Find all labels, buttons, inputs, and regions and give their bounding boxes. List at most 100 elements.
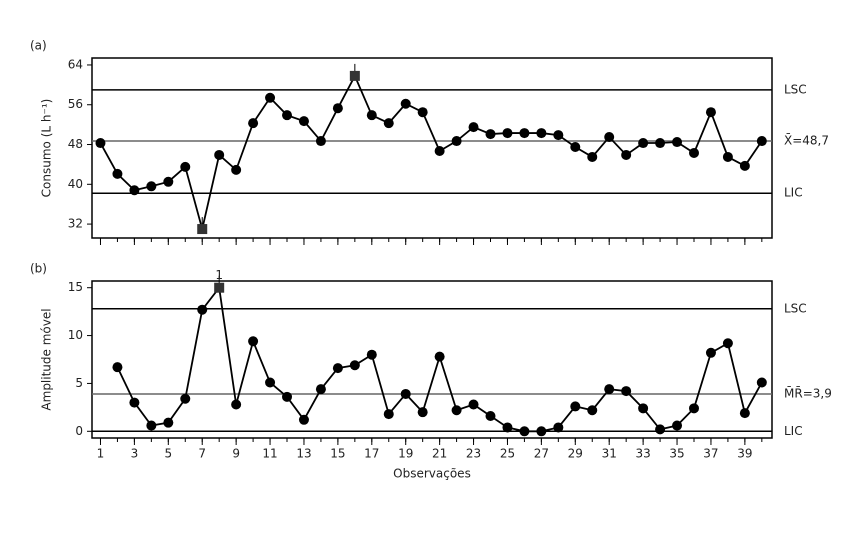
point <box>163 417 174 428</box>
x-tick-label: 11 <box>262 447 277 461</box>
x-axis-label: Observações <box>393 467 471 481</box>
point <box>298 414 309 425</box>
point <box>451 405 462 416</box>
point <box>604 384 615 395</box>
point <box>383 118 394 129</box>
x-tick-label: 25 <box>500 447 515 461</box>
point <box>688 403 699 414</box>
point <box>197 304 208 315</box>
point <box>451 136 462 147</box>
y-tick-label: 48 <box>68 137 83 151</box>
point <box>248 336 259 347</box>
point <box>705 347 716 358</box>
control-label: LIC <box>784 424 803 438</box>
point <box>587 151 598 162</box>
point <box>739 408 750 419</box>
x-tick-label: 13 <box>296 447 311 461</box>
y-tick-label: 32 <box>68 217 83 231</box>
y-tick-label: 0 <box>75 424 83 438</box>
point <box>638 138 649 149</box>
y-tick-label: 40 <box>68 177 83 191</box>
point <box>688 147 699 158</box>
x-tick-label: 7 <box>198 447 206 461</box>
point <box>536 128 547 139</box>
control-label: X̄=48,7 <box>784 133 829 147</box>
point <box>672 137 683 148</box>
point <box>536 426 547 437</box>
point <box>705 107 716 118</box>
point <box>180 161 191 172</box>
point <box>298 116 309 127</box>
point <box>570 142 581 153</box>
plot-frame <box>91 57 773 239</box>
x-tick-label: 5 <box>164 447 172 461</box>
point <box>180 393 191 404</box>
point <box>315 136 326 147</box>
y-tick-label: 56 <box>68 97 83 111</box>
point <box>739 160 750 171</box>
point <box>621 386 632 397</box>
point <box>95 138 106 149</box>
x-tick-label: 37 <box>703 447 718 461</box>
point <box>231 164 242 175</box>
point <box>129 397 140 408</box>
control-label: LIC <box>784 186 803 200</box>
point <box>332 103 343 114</box>
point <box>146 420 157 431</box>
point <box>722 151 733 162</box>
point <box>468 399 479 410</box>
point <box>383 409 394 420</box>
point <box>112 168 123 179</box>
x-tick-label: 29 <box>568 447 583 461</box>
point <box>638 403 649 414</box>
point <box>366 349 377 360</box>
point <box>604 132 615 143</box>
point <box>502 128 513 139</box>
point <box>587 405 598 416</box>
point <box>129 185 140 196</box>
point <box>231 399 242 410</box>
point <box>315 384 326 395</box>
point <box>756 136 767 147</box>
x-tick-label: 27 <box>534 447 549 461</box>
point <box>655 138 666 149</box>
point <box>214 149 225 160</box>
point <box>366 110 377 121</box>
point <box>400 98 411 109</box>
point <box>485 410 496 421</box>
point <box>282 391 293 402</box>
point <box>163 176 174 187</box>
flagged-point <box>197 224 208 235</box>
control-label: LSC <box>784 82 807 96</box>
x-tick-label: 1 <box>97 447 105 461</box>
x-tick-label: 17 <box>364 447 379 461</box>
point <box>349 360 360 371</box>
point <box>553 422 564 433</box>
point <box>570 401 581 412</box>
point <box>756 377 767 388</box>
point <box>282 110 293 121</box>
x-tick-label: 31 <box>602 447 617 461</box>
point <box>621 149 632 160</box>
point <box>553 130 564 141</box>
point <box>468 122 479 133</box>
y-tick-label: 10 <box>68 328 83 342</box>
point <box>434 145 445 156</box>
panel-label: (b) <box>30 262 47 276</box>
point <box>655 424 666 435</box>
point <box>146 181 157 192</box>
y-axis-label: Consumo (L h⁻¹) <box>40 99 54 198</box>
series-line <box>99 73 763 230</box>
y-tick-label: 64 <box>68 57 83 71</box>
panel-label: (a) <box>30 39 47 53</box>
point <box>434 351 445 362</box>
x-tick-label: 15 <box>330 447 345 461</box>
x-tick-label: 35 <box>669 447 684 461</box>
point <box>248 118 259 129</box>
x-tick-label: 9 <box>232 447 240 461</box>
y-axis-label: Amplitude móvel <box>40 308 54 410</box>
x-tick-label: 23 <box>466 447 481 461</box>
point <box>265 377 276 388</box>
x-tick-label: 39 <box>737 447 752 461</box>
